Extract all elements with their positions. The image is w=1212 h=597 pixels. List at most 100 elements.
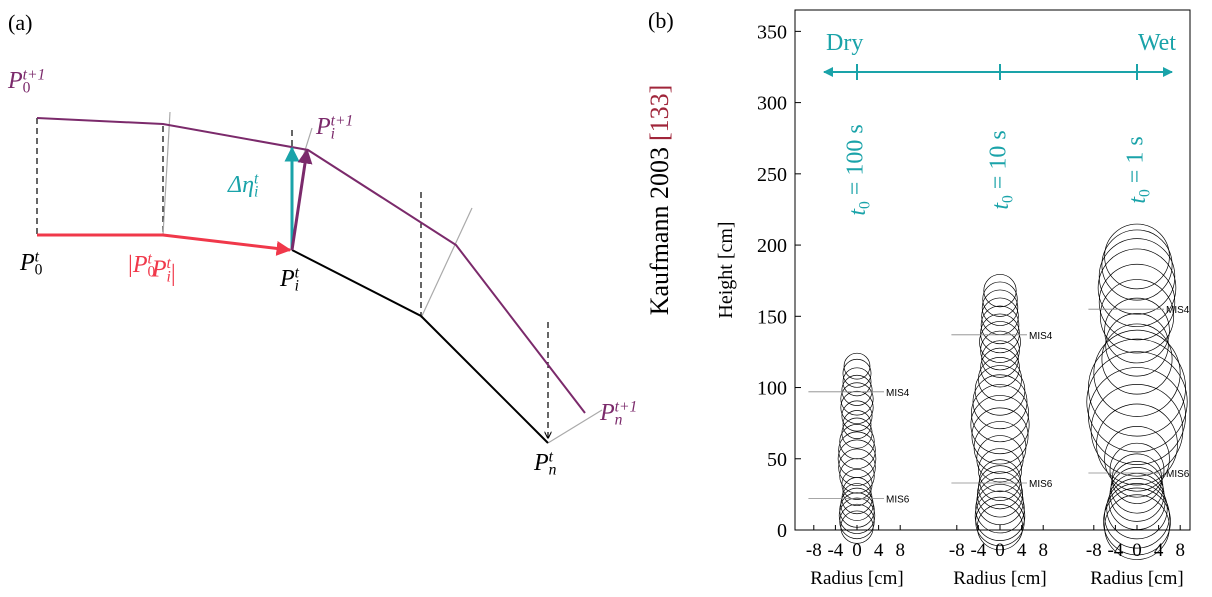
math-label: t0 = 10 s xyxy=(985,130,1016,209)
profile-ring xyxy=(1104,483,1170,549)
profile-ring xyxy=(983,274,1017,308)
profile-t xyxy=(291,249,549,444)
profile-ring xyxy=(840,487,874,521)
math-sub: i xyxy=(167,268,171,285)
profile-ring xyxy=(1106,478,1168,540)
profile-ring xyxy=(1105,313,1169,377)
math-sub: n xyxy=(615,412,623,429)
profile-ring xyxy=(840,382,874,416)
math-base: P xyxy=(132,252,148,278)
math-base: P xyxy=(7,68,23,94)
y-tick-label: 350 xyxy=(757,21,787,43)
x-tick-label: 4 xyxy=(874,540,884,561)
profile-ring xyxy=(839,458,875,494)
profile-ring xyxy=(1088,338,1186,437)
x-tick-label: 0 xyxy=(995,540,1005,561)
arc-length xyxy=(37,233,292,256)
math-sub: 0 xyxy=(857,201,874,209)
profile-ring xyxy=(976,471,1024,518)
panel-a xyxy=(36,111,603,444)
x-tick-label: 0 xyxy=(1132,540,1142,561)
profile-ring xyxy=(1104,426,1170,492)
x-axis-label: Radius [cm] xyxy=(1090,568,1183,589)
math-label: t0 = 100 s xyxy=(842,124,873,215)
profile-ring xyxy=(838,497,876,534)
math-base: t xyxy=(845,208,871,216)
side-text: Kaufmann 2003 xyxy=(645,147,674,315)
math-sub: i xyxy=(331,126,335,143)
math-label: Pnt xyxy=(533,448,557,478)
math-label: Pnt+1 xyxy=(599,398,637,428)
profile-ring xyxy=(978,465,1022,510)
profile-ring xyxy=(979,321,1021,363)
math-label: P0t+1 xyxy=(7,66,45,96)
profile-ring xyxy=(842,358,872,388)
math-sub: i xyxy=(295,278,299,295)
profile-ring xyxy=(839,503,875,540)
x-tick-label: 8 xyxy=(1038,540,1048,561)
profile-ring xyxy=(972,374,1028,430)
profile-ring xyxy=(976,504,1024,551)
profile-ring xyxy=(1109,467,1165,522)
math-sup: t xyxy=(35,248,40,265)
marker-label: MIS6 xyxy=(1029,479,1053,490)
normal xyxy=(547,409,603,444)
math-sup: t xyxy=(254,170,259,187)
profile-ring xyxy=(1109,442,1165,498)
math-label: Pit+1 xyxy=(315,112,353,142)
math-base: Δη xyxy=(227,172,254,198)
math-base: t xyxy=(1125,196,1151,204)
math-sub: 0 xyxy=(147,264,155,281)
marker-label: MIS6 xyxy=(886,495,910,506)
x-axis-label: Radius [cm] xyxy=(810,568,903,589)
y-tick-label: 100 xyxy=(757,378,787,400)
profile-ring xyxy=(840,390,874,425)
profile-ring xyxy=(980,305,1020,345)
profile-ring xyxy=(841,374,873,406)
y-tick-label: 150 xyxy=(757,306,787,328)
math-sub: 0 xyxy=(35,262,43,279)
profile-ring xyxy=(1090,384,1184,477)
x-tick-label: 4 xyxy=(1154,540,1164,561)
x-tick-label: -4 xyxy=(970,540,986,561)
x-axis-label: Radius [cm] xyxy=(953,568,1046,589)
profile-ring xyxy=(839,424,875,460)
math-sub: 0 xyxy=(23,80,31,97)
math-sup: t xyxy=(549,448,554,465)
math-sup: t xyxy=(295,264,300,281)
profile-ring xyxy=(1103,487,1171,556)
profile-ring xyxy=(975,483,1025,534)
profile-ring xyxy=(971,407,1029,465)
math-rest: = 100 s xyxy=(842,124,868,201)
profile-ring xyxy=(974,365,1026,416)
math-base: P xyxy=(19,250,35,276)
y-tick-label: 250 xyxy=(757,164,787,186)
y-axis-label: Height [cm] xyxy=(715,221,737,318)
profile-ring xyxy=(841,417,873,449)
profile-ring xyxy=(841,400,873,432)
marker-label: MIS4 xyxy=(1166,305,1190,316)
profile-ring xyxy=(970,395,1030,455)
profile-ring xyxy=(838,448,876,487)
y-tick-label: 50 xyxy=(767,449,787,471)
math-sub: i xyxy=(254,184,258,201)
update-arrow xyxy=(290,148,313,251)
x-tick-label: 8 xyxy=(895,540,905,561)
math-base: P xyxy=(151,257,167,283)
math-base: P xyxy=(279,266,295,292)
math-base: t xyxy=(988,202,1014,210)
y-tick-label: 300 xyxy=(757,93,787,115)
math-sup: t+1 xyxy=(23,66,46,83)
plot-frame xyxy=(794,9,1191,531)
profile-ring xyxy=(1104,297,1170,364)
profile-ring xyxy=(1097,248,1177,328)
math-base: P xyxy=(533,450,549,476)
marker-label: MIS6 xyxy=(1166,469,1190,480)
x-tick-label: 4 xyxy=(1017,540,1027,561)
profile-ring xyxy=(1101,229,1173,301)
profile-ring xyxy=(981,340,1019,378)
profile-ring xyxy=(1098,263,1176,341)
y-tick-label: 200 xyxy=(757,235,787,257)
profile-ring xyxy=(978,448,1022,493)
